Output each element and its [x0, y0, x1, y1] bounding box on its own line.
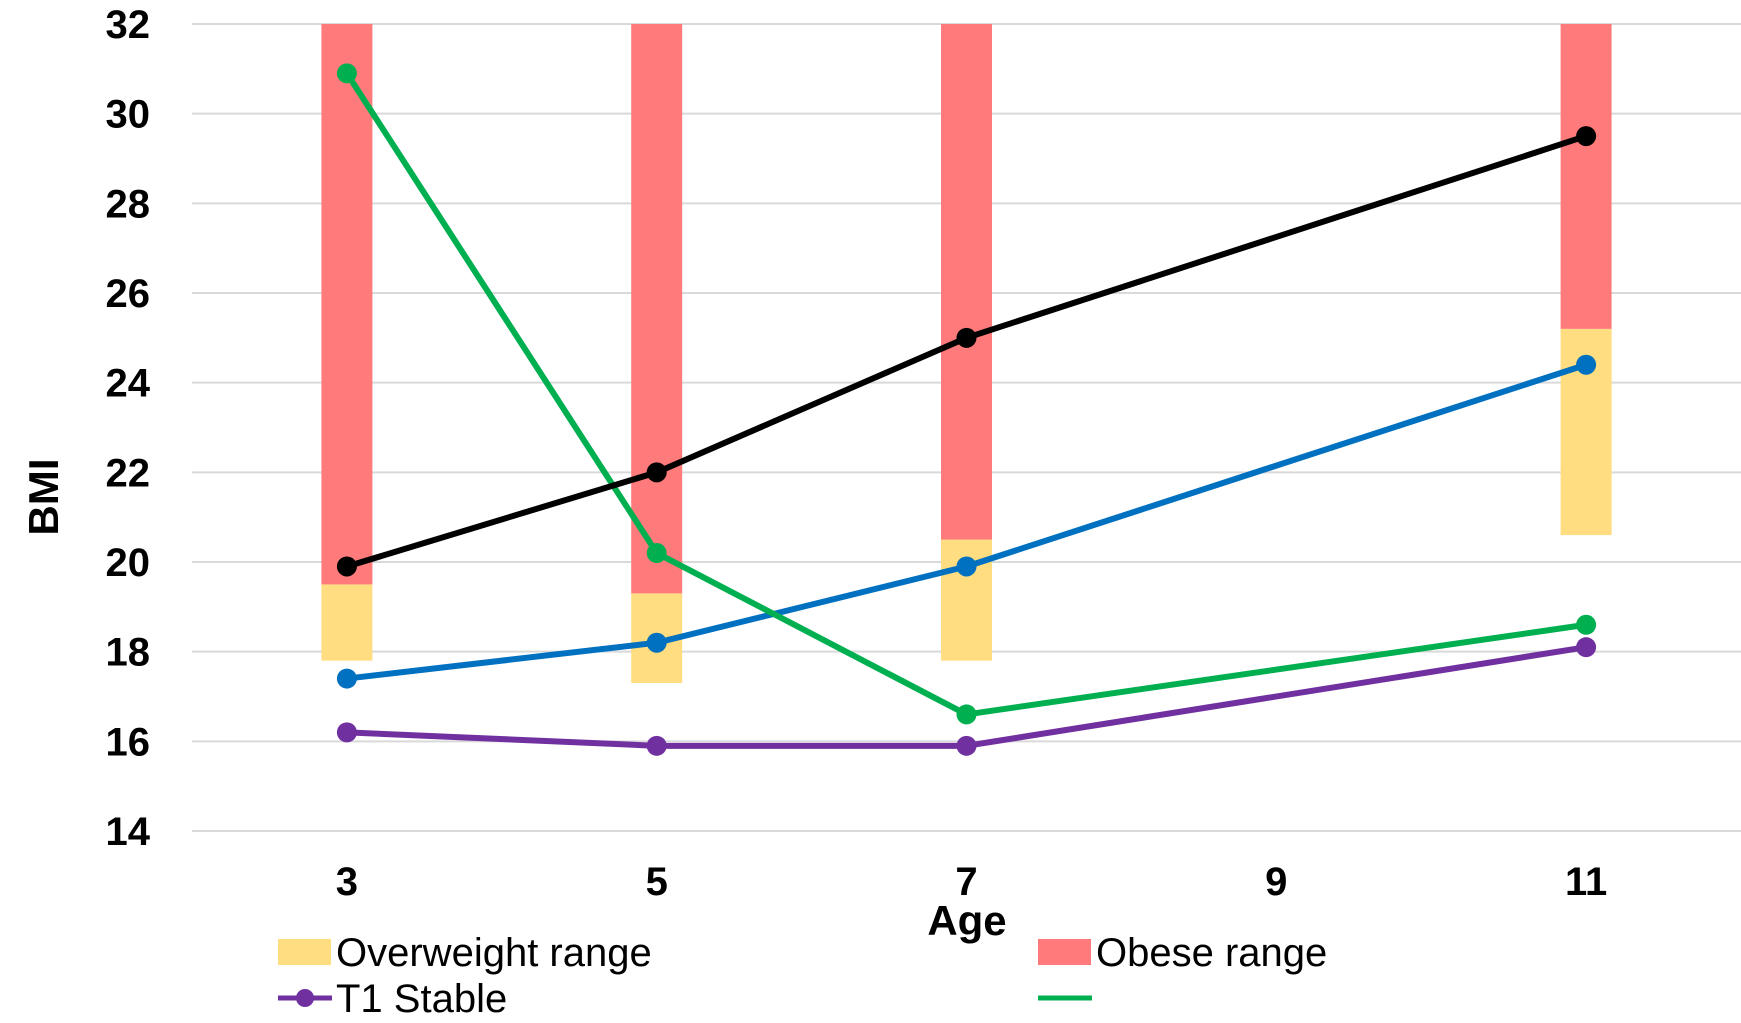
point-black-age-7 [956, 327, 977, 348]
point-green-age-7 [956, 704, 977, 725]
bar-obese-range-age-7 [941, 24, 992, 540]
series-line-blue [343, 361, 1590, 682]
series-line-black [343, 133, 1590, 570]
bar-obese-range-age-3 [321, 24, 373, 585]
x-axis-title: Age [927, 897, 1006, 944]
bar-obese-range-age-5 [631, 24, 683, 594]
point-black-age-11 [1576, 126, 1597, 147]
point-blue-age-3 [336, 668, 357, 689]
series-line-green [343, 70, 1590, 718]
axis-ticks: 14 16 18 20 22 24 26 28 30 32 3 5 7 9 11 [106, 3, 1608, 904]
point-green-age-5 [646, 543, 667, 564]
point-t1-stable-age-7 [956, 735, 977, 756]
point-blue-age-7 [956, 556, 977, 577]
y-tick-label-30: 30 [106, 93, 151, 137]
legend-label-overweight: Overweight range [336, 931, 652, 975]
point-t1-stable-age-3 [336, 722, 357, 743]
series-line-t1-stable [343, 644, 1590, 749]
point-green-age-11 [1576, 614, 1597, 635]
x-tick-label-5: 5 [646, 860, 668, 904]
point-green-age-3 [336, 63, 357, 84]
range-bars [321, 24, 1612, 684]
point-black-age-5 [646, 462, 667, 483]
y-tick-label-26: 26 [106, 272, 151, 316]
series-lines [336, 63, 1597, 756]
y-tick-label-32: 32 [106, 3, 151, 47]
point-blue-age-5 [646, 632, 667, 653]
bar-overweight-range-age-3 [321, 584, 373, 661]
y-tick-label-20: 20 [106, 541, 151, 585]
point-t1-stable-age-11 [1576, 637, 1597, 658]
point-blue-age-11 [1576, 354, 1597, 375]
legend-swatch-overweight [278, 939, 331, 965]
y-axis-title: BMI [20, 459, 67, 536]
y-tick-label-22: 22 [106, 451, 151, 495]
legend-swatch-obese [1038, 939, 1091, 965]
y-tick-label-16: 16 [106, 720, 151, 764]
x-tick-label-11: 11 [1565, 860, 1607, 904]
legend: Overweight range Obese range T1 Stable [278, 931, 1327, 1021]
legend-marker-t1-stable [296, 989, 314, 1007]
bar-obese-range-age-11 [1560, 24, 1612, 329]
x-tick-label-9: 9 [1265, 860, 1287, 904]
point-t1-stable-age-5 [646, 735, 667, 756]
x-tick-label-7: 7 [955, 860, 977, 904]
y-tick-label-28: 28 [106, 182, 151, 226]
y-tick-label-14: 14 [106, 810, 151, 854]
legend-label-obese: Obese range [1096, 931, 1327, 975]
x-tick-label-3: 3 [336, 860, 358, 904]
y-tick-label-24: 24 [106, 362, 151, 406]
y-tick-label-18: 18 [106, 631, 151, 675]
legend-label-t1-stable: T1 Stable [336, 977, 507, 1021]
point-black-age-3 [336, 556, 357, 577]
